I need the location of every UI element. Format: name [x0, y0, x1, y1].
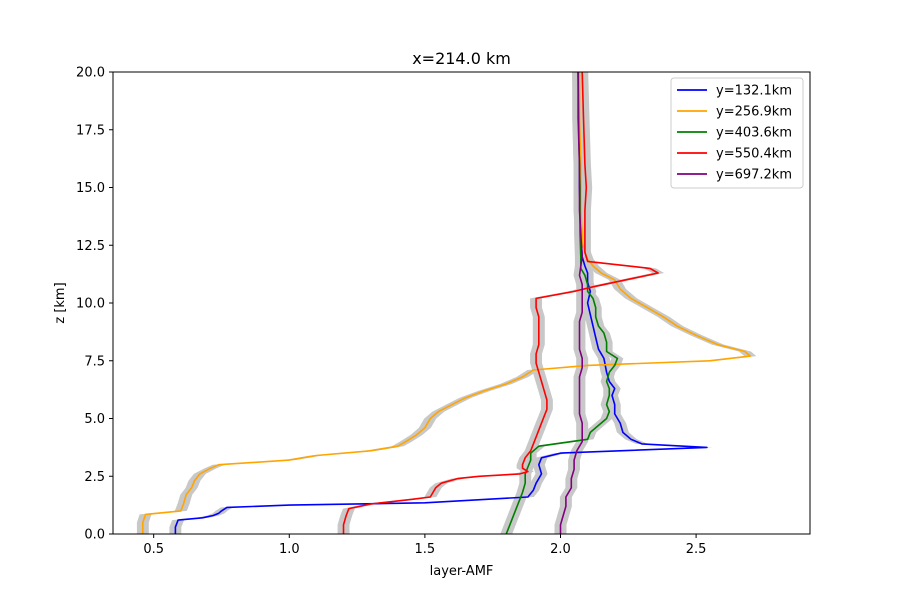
legend-label-5: y=697.2km — [716, 168, 792, 183]
legend-label-3: y=403.6km — [716, 126, 792, 141]
x-tick-label: 2.0 — [550, 542, 571, 557]
x-tick-label: 2.5 — [686, 542, 707, 557]
series-line-1 — [174, 71, 708, 534]
series-line-5 — [559, 72, 584, 534]
uncertainty-band-4 — [337, 72, 665, 534]
y-tick-label: 7.5 — [84, 354, 105, 369]
y-tick-label: 10.0 — [76, 297, 105, 312]
y-tick-label: 0.0 — [84, 528, 105, 543]
x-axis-label: layer-AMF — [430, 564, 494, 579]
legend-label-1: y=132.1km — [716, 84, 792, 99]
y-tick-label: 20.0 — [76, 66, 105, 81]
y-axis-label: z [km] — [53, 282, 68, 323]
legend-label-2: y=256.9km — [716, 105, 792, 120]
series-line-4 — [342, 71, 659, 534]
legend-label-4: y=550.4km — [716, 147, 792, 162]
x-axis: 0.5 1.0 1.5 2.0 2.5 — [143, 534, 706, 557]
uncertainty-band-5 — [554, 72, 589, 534]
chart-title: x=214.0 km — [412, 49, 511, 68]
series-line-2 — [142, 72, 752, 534]
uncertainty-band-1 — [169, 72, 713, 534]
y-tick-label: 15.0 — [76, 181, 105, 196]
y-tick-label: 12.5 — [76, 239, 105, 254]
series-line-3 — [505, 71, 619, 535]
y-axis: 0.0 2.5 5.0 7.5 10.0 12.5 15.0 17.5 20.0 — [76, 66, 113, 543]
legend-box — [670, 77, 804, 189]
x-tick-label: 0.5 — [143, 542, 164, 557]
x-tick-label: 1.0 — [279, 542, 300, 557]
x-tick-label: 1.5 — [415, 542, 436, 557]
uncertainty-band-3 — [500, 72, 624, 534]
y-tick-label: 2.5 — [84, 470, 105, 485]
legend: y=132.1km y=256.9km y=403.6km y=550.4km y=69… — [670, 77, 804, 189]
y-tick-label: 17.5 — [76, 123, 105, 138]
series-lines — [142, 71, 752, 535]
y-tick-label: 5.0 — [84, 412, 105, 427]
